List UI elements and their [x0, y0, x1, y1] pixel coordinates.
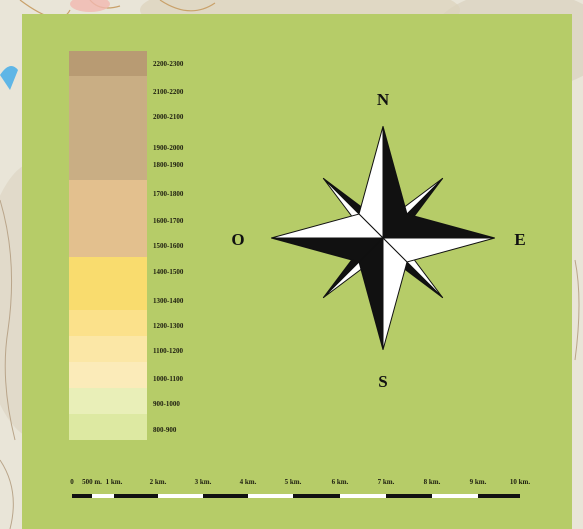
compass-main-point: [381, 213, 495, 239]
legend-band: [69, 231, 147, 257]
scale-label: 9 km.: [469, 478, 487, 486]
legend-band-label: 800-900: [153, 426, 177, 434]
scale-label: 0: [70, 478, 74, 486]
legend-band: [69, 102, 147, 129]
scale-label: 2 km.: [149, 478, 167, 486]
legend-band: [69, 284, 147, 310]
scale-label: 10 km.: [509, 478, 531, 486]
scale-segment: [432, 494, 478, 498]
legend-band: [69, 129, 147, 154]
compass-rose: [271, 126, 495, 350]
legend-band-label: 1800-1900: [153, 161, 184, 169]
scale-label: 8 km.: [423, 478, 441, 486]
compass-east-label: E: [514, 230, 526, 249]
legend-band: [69, 257, 147, 284]
legend-band-label: 1200-1300: [153, 322, 184, 330]
legend-band-label: 1100-1200: [153, 347, 183, 355]
legend-band: [69, 310, 147, 336]
legend-band: [69, 76, 147, 102]
legend-band: [69, 414, 147, 440]
scale-label: 6 km.: [331, 478, 349, 486]
scale-label: 1 km.: [105, 478, 123, 486]
legend-band-label: 1600-1700: [153, 217, 184, 225]
scale-segment: [386, 494, 432, 498]
legend-band: [69, 388, 147, 414]
legend-band-label: 1000-1100: [153, 375, 183, 383]
scale-label: 5 km.: [284, 478, 302, 486]
legend-panel: 2200-2300 2100-2200 2000-2100 1900-2000 1800…: [22, 14, 572, 529]
compass-north-label: N: [376, 90, 390, 109]
legend-band-label: 900-1000: [153, 400, 180, 408]
scale-label: 7 km.: [377, 478, 395, 486]
legend-band-label: 2200-2300: [153, 60, 184, 68]
legend-band-label: 1900-2000: [153, 144, 184, 152]
legend-band: [69, 154, 147, 180]
legend-band-label: 1400-1500: [153, 268, 184, 276]
scale-segment: [92, 494, 114, 498]
compass-west-label: O: [231, 230, 245, 249]
scale-segment: [158, 494, 203, 498]
legend-band: [69, 51, 147, 76]
compass-main-point: [382, 236, 408, 350]
legend-band: [69, 180, 147, 205]
scale-segment: [340, 494, 386, 498]
legend-band: [69, 362, 147, 388]
legend-band-label: 1700-1800: [153, 190, 184, 198]
scale-segment: [114, 494, 158, 498]
legend-band-label: 1300-1400: [153, 297, 184, 305]
scale-bar: 0 500 m. 1 km. 2 km. 3 km. 4 km. 5 km. 6 km. 7 k…: [68, 478, 538, 508]
legend-band-label: 2000-2100: [153, 113, 184, 121]
compass-main-points: [271, 126, 495, 350]
scale-label: 500 m.: [82, 478, 102, 486]
compass-south-label: S: [378, 372, 388, 391]
scale-label: 3 km.: [194, 478, 212, 486]
legend-band: [69, 205, 147, 231]
scale-segment: [293, 494, 340, 498]
scale-segment: [248, 494, 293, 498]
legend-band: [69, 336, 147, 362]
scale-segment: [478, 494, 520, 498]
scale-segment: [203, 494, 248, 498]
legend-band-label: 1500-1600: [153, 242, 184, 250]
compass-main-point: [271, 237, 385, 263]
scale-segment: [72, 494, 92, 498]
scale-label: 4 km.: [239, 478, 257, 486]
legend-band-label: 2100-2200: [153, 88, 184, 96]
